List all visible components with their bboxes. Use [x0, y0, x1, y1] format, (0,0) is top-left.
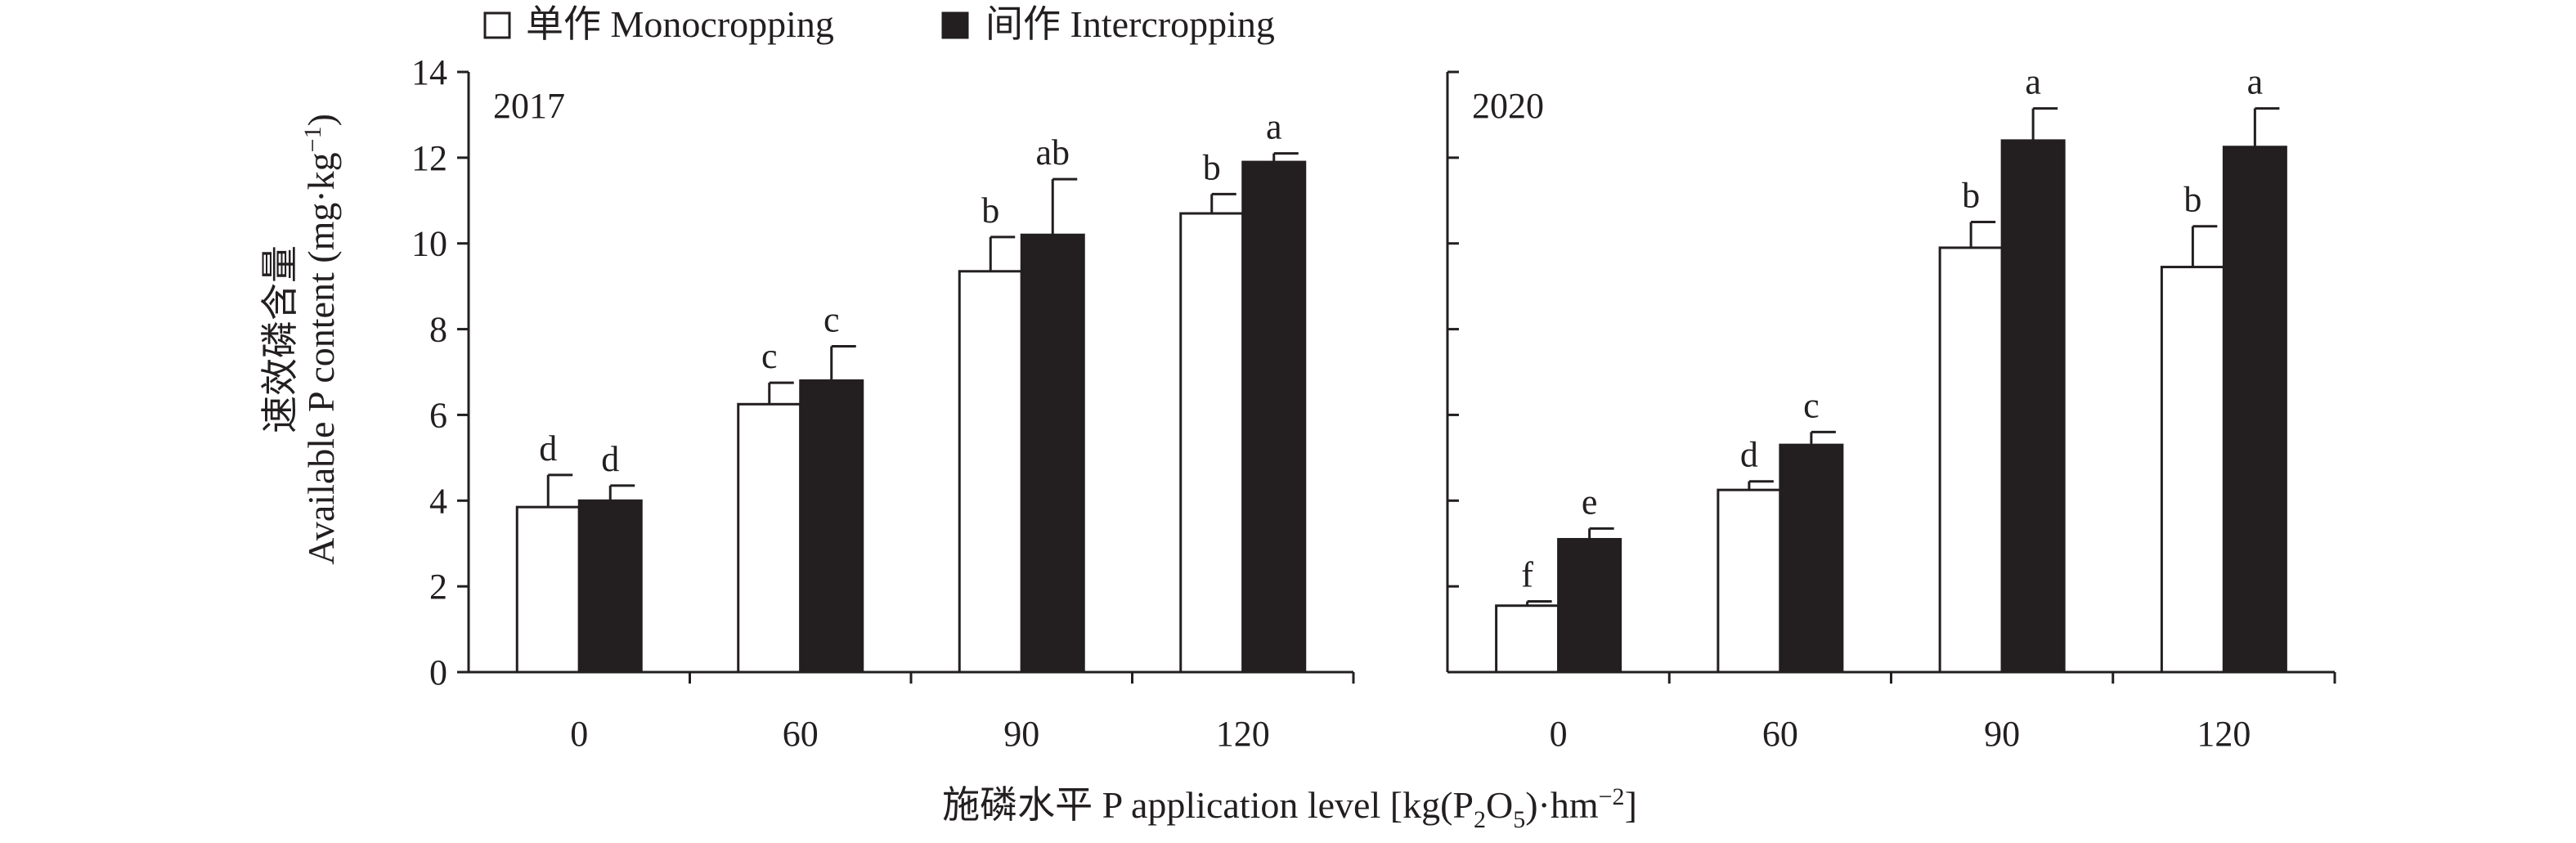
bar-intercropping — [577, 499, 643, 674]
bar-monocropping — [2160, 266, 2225, 674]
panel-title: 2020 — [1472, 86, 1544, 126]
bar-monocropping — [1179, 212, 1245, 674]
y-tick-label: 10 — [411, 224, 447, 264]
y-tick-label: 4 — [429, 481, 447, 521]
bar-intercropping — [1241, 160, 1307, 674]
x-tick-label: 120 — [2197, 714, 2251, 754]
bar-intercropping — [1557, 537, 1622, 674]
x-tick-label: 0 — [570, 714, 588, 754]
y-tick-label: 14 — [411, 52, 447, 92]
bar-monocropping — [1717, 488, 1782, 674]
significance-label: ab — [1035, 132, 1070, 173]
x-tick-label: 90 — [1003, 714, 1039, 754]
y-tick-label: 6 — [429, 395, 447, 435]
bar-monocropping — [515, 505, 581, 674]
significance-label: c — [1803, 385, 1820, 425]
significance-label: b — [1203, 147, 1221, 187]
bar-monocropping — [737, 402, 802, 674]
y-axis-title-cn: 速效磷含量 — [259, 245, 301, 433]
legend: 单作 Monocropping 间作 Intercropping — [483, 3, 1275, 45]
y-tick-label: 0 — [429, 652, 447, 693]
legend-label-intercropping: 间作 Intercropping — [985, 3, 1275, 45]
bar-intercropping — [1779, 443, 1844, 674]
panel-2020: 0 60 90 120 2020 f d b b e c a a — [1446, 62, 2336, 754]
significance-label: d — [1740, 435, 1758, 475]
bar-intercropping — [799, 379, 864, 674]
significance-label: a — [1266, 107, 1282, 147]
x-tick-label: 0 — [1550, 714, 1568, 754]
significance-label: a — [2247, 62, 2264, 102]
panel-2017: 0 2 4 6 8 10 12 14 0 60 90 120 2017 d c b b d c ab a — [411, 52, 1355, 754]
significance-label: b — [981, 191, 999, 231]
bar-intercropping — [2222, 146, 2287, 674]
y-axis-title: 速效磷含量 Available P content (mg·kg−1) — [259, 114, 342, 565]
bar-monocropping — [1938, 246, 2004, 674]
bar-monocropping — [1495, 604, 1560, 674]
bar-intercropping — [2000, 139, 2066, 674]
significance-label: b — [2183, 180, 2201, 220]
significance-label: d — [539, 428, 557, 469]
x-tick-label: 120 — [1216, 714, 1270, 754]
x-tick-label: 60 — [783, 714, 819, 754]
bar-intercropping — [1020, 233, 1085, 674]
panel-title: 2017 — [493, 86, 565, 126]
significance-label: e — [1582, 482, 1598, 522]
y-tick-label: 12 — [411, 138, 447, 178]
x-axis-title: 施磷水平 P application level [kg(P2O5)·hm−2] — [942, 783, 1637, 833]
legend-label-monocropping: 单作 Monocropping — [526, 3, 834, 45]
x-tick-label: 90 — [1984, 714, 2020, 754]
significance-label: a — [2025, 62, 2041, 102]
y-axis-title-en: Available P content (mg·kg−1) — [299, 114, 342, 565]
legend-swatch-monocropping — [483, 11, 511, 39]
y-tick-label: 8 — [429, 310, 447, 350]
legend-swatch-intercropping — [941, 11, 969, 39]
significance-label: c — [761, 336, 778, 376]
significance-label: f — [1521, 554, 1533, 594]
significance-label: c — [824, 300, 840, 340]
significance-label: b — [1962, 176, 1980, 216]
y-tick-label: 2 — [429, 567, 447, 607]
bar-monocropping — [958, 270, 1023, 674]
x-tick-label: 60 — [1762, 714, 1798, 754]
significance-label: d — [601, 439, 619, 479]
